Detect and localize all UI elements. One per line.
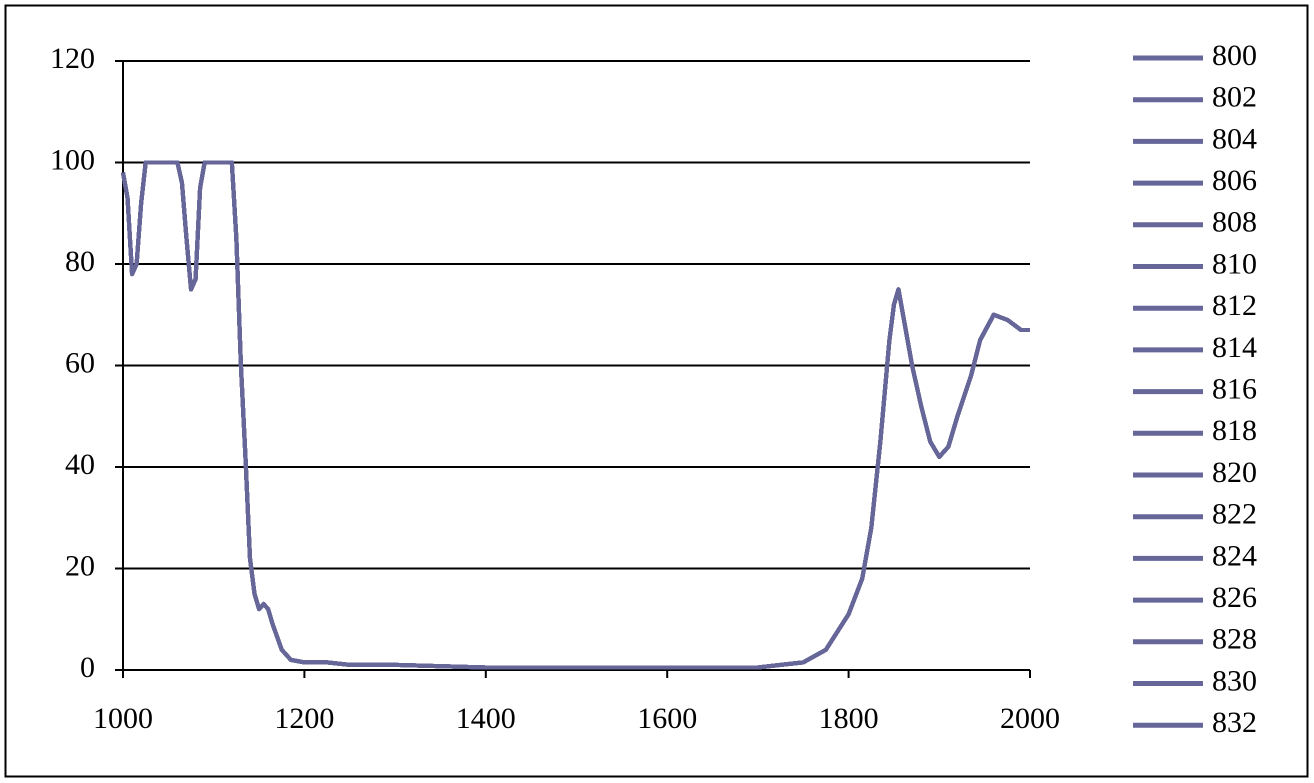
y-tick-label: 20: [65, 549, 95, 582]
legend-label: 824: [1212, 539, 1257, 572]
legend-label: 818: [1212, 414, 1257, 447]
series-line: [121, 160, 1030, 670]
legend-label: 830: [1212, 664, 1257, 697]
legend-label: 808: [1212, 206, 1257, 239]
legend-label: 828: [1212, 623, 1257, 656]
legend-label: 820: [1212, 456, 1257, 489]
y-tick-label: 80: [65, 245, 95, 278]
y-tick-label: 40: [65, 448, 95, 481]
x-tick-label: 1200: [274, 702, 334, 735]
legend-label: 802: [1212, 81, 1257, 114]
x-tick-label: 2000: [1000, 702, 1060, 735]
x-tick-label: 1600: [637, 702, 697, 735]
legend-label: 804: [1212, 122, 1257, 155]
x-tick-label: 1400: [456, 702, 516, 735]
x-tick-label: 1800: [819, 702, 879, 735]
legend-label: 822: [1212, 498, 1257, 531]
y-tick-label: 0: [80, 651, 95, 684]
y-tick-label: 120: [50, 42, 95, 75]
legend-label: 806: [1212, 164, 1257, 197]
y-tick-label: 100: [50, 143, 95, 176]
legend-label: 816: [1212, 372, 1257, 405]
legend-label: 814: [1212, 331, 1257, 364]
legend-label: 810: [1212, 247, 1257, 280]
y-tick-label: 60: [65, 346, 95, 379]
legend-label: 826: [1212, 581, 1257, 614]
legend-label: 812: [1212, 289, 1257, 322]
x-tick-label: 1000: [93, 702, 153, 735]
chart-border: [4, 4, 1309, 778]
legend-label: 832: [1212, 706, 1257, 739]
legend-label: 800: [1212, 39, 1257, 72]
